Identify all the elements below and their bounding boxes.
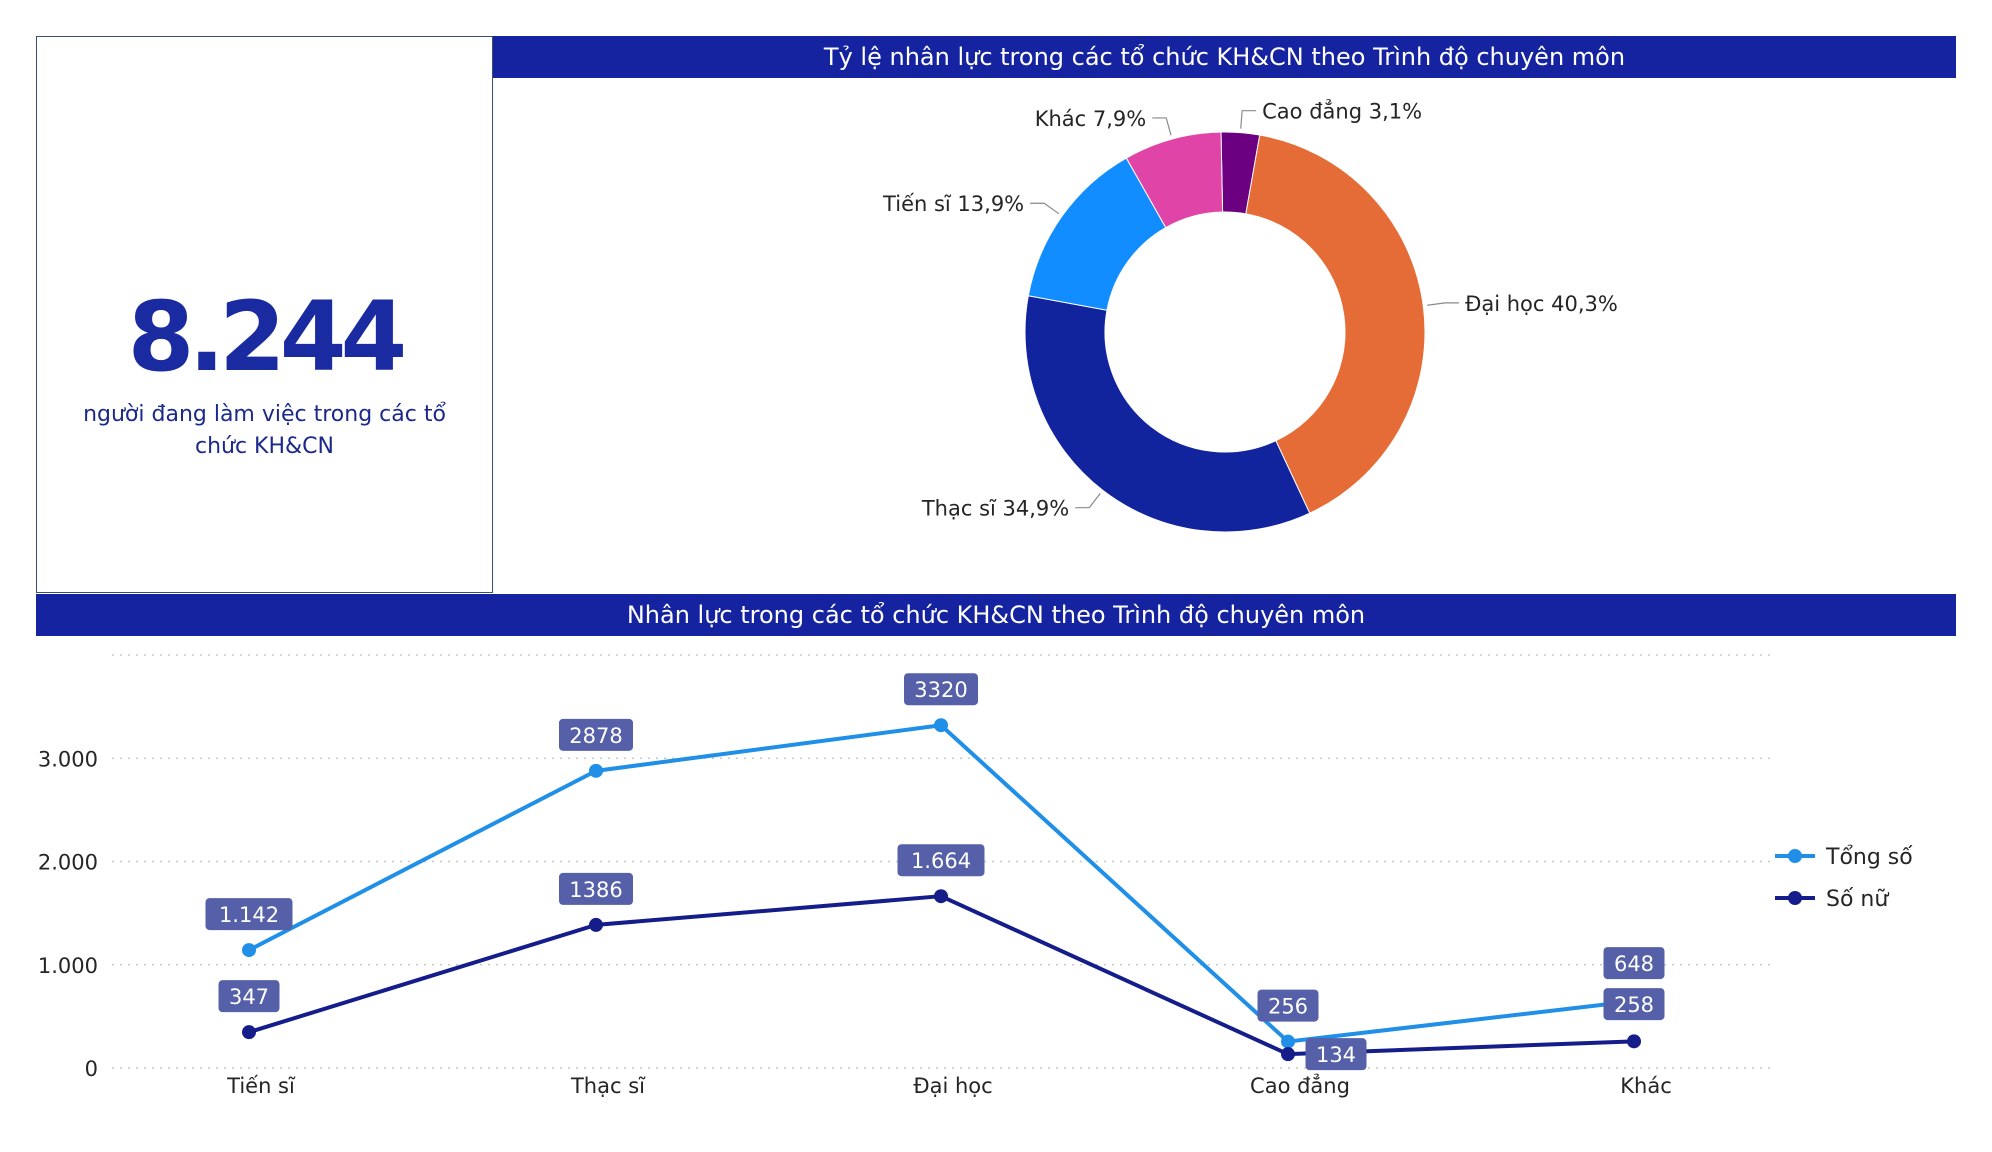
data-point[interactable] <box>934 718 948 733</box>
kpi-card: 8.244 người đang làm việc trong các tổ c… <box>36 36 493 593</box>
data-label: 1386 <box>569 878 622 902</box>
data-point[interactable] <box>1281 1034 1295 1049</box>
x-tick-label: Khác <box>1620 1074 1672 1098</box>
data-label: 2878 <box>569 724 622 748</box>
leader-line-thac-si <box>1075 493 1101 509</box>
donut-slice-thac-si[interactable] <box>1024 295 1311 533</box>
donut-chart-title: Tỷ lệ nhân lực trong các tổ chức KH&CN t… <box>493 36 1956 78</box>
y-tick-label: 0 <box>85 1057 98 1081</box>
data-point[interactable] <box>242 1025 256 1040</box>
data-label-bg <box>1603 947 1665 980</box>
x-tick-label: Thạc sĩ <box>570 1074 646 1098</box>
legend-label[interactable]: Tổng số <box>1825 845 1913 870</box>
donut-slice-khac[interactable] <box>1125 131 1224 229</box>
data-label-bg <box>205 898 293 931</box>
data-label: 256 <box>1268 995 1308 1019</box>
kpi-value: 8.244 <box>127 281 408 393</box>
data-point[interactable] <box>589 917 603 932</box>
data-label: 347 <box>229 985 269 1009</box>
data-label: 1.142 <box>219 903 279 927</box>
data-label: 648 <box>1614 952 1654 976</box>
donut-label-dai-hoc: Đại học 40,3% <box>1465 292 1618 316</box>
donut-label-khac: Khác 7,9% <box>1035 107 1147 131</box>
y-tick-label: 2.000 <box>38 851 98 875</box>
y-tick-label: 1.000 <box>38 954 98 978</box>
data-label: 258 <box>1614 993 1654 1017</box>
legend-marker-icon <box>1788 849 1802 863</box>
legend-label[interactable]: Số nữ <box>1826 887 1889 912</box>
y-tick-label: 3.000 <box>38 747 98 771</box>
data-label: 1.664 <box>911 849 971 873</box>
donut-label-tien-si: Tiến sĩ 13,9% <box>882 192 1024 216</box>
donut-label-cao-dang: Cao đẳng 3,1% <box>1262 99 1422 124</box>
x-tick-label: Tiến sĩ <box>226 1074 296 1098</box>
leader-line-dai-hoc <box>1427 302 1460 306</box>
donut-slice-dai-hoc[interactable] <box>1245 134 1426 514</box>
x-tick-label: Cao đẳng <box>1250 1073 1350 1098</box>
data-label-bg <box>1305 1038 1367 1071</box>
data-label: 3320 <box>914 678 967 702</box>
kpi-label: người đang làm việc trong các tổ chức KH… <box>83 402 446 459</box>
line-chart-title: Nhân lực trong các tổ chức KH&CN theo Tr… <box>36 594 1956 636</box>
leader-line-cao-dang <box>1240 110 1257 129</box>
data-label-bg <box>559 718 633 751</box>
data-label-bg <box>1603 988 1665 1021</box>
data-point[interactable] <box>1627 994 1641 1009</box>
data-label-bg <box>1257 989 1319 1022</box>
leader-line-khac <box>1152 117 1172 136</box>
data-point[interactable] <box>934 889 948 904</box>
data-label-bg <box>904 673 978 706</box>
data-label-bg <box>559 872 633 905</box>
leader-line-tien-si <box>1030 202 1060 215</box>
data-point[interactable] <box>242 943 256 958</box>
data-point[interactable] <box>1281 1047 1295 1062</box>
series-line-tong-so[interactable] <box>248 723 1635 1044</box>
data-point[interactable] <box>1627 1034 1641 1049</box>
data-label: 134 <box>1316 1043 1356 1067</box>
donut-label-thac-si: Thạc sĩ 34,9% <box>921 497 1069 521</box>
data-label-bg <box>218 980 280 1013</box>
donut-chart: Cao đẳng 3,1% Đại học 40,3% Thạc sĩ 34,9% T… <box>882 99 1618 533</box>
data-label-bg <box>897 844 985 877</box>
data-point[interactable] <box>589 763 603 778</box>
x-tick-label: Đại học <box>913 1074 992 1098</box>
legend-marker-icon <box>1788 891 1802 905</box>
series-line-so-nu[interactable] <box>248 894 1635 1057</box>
